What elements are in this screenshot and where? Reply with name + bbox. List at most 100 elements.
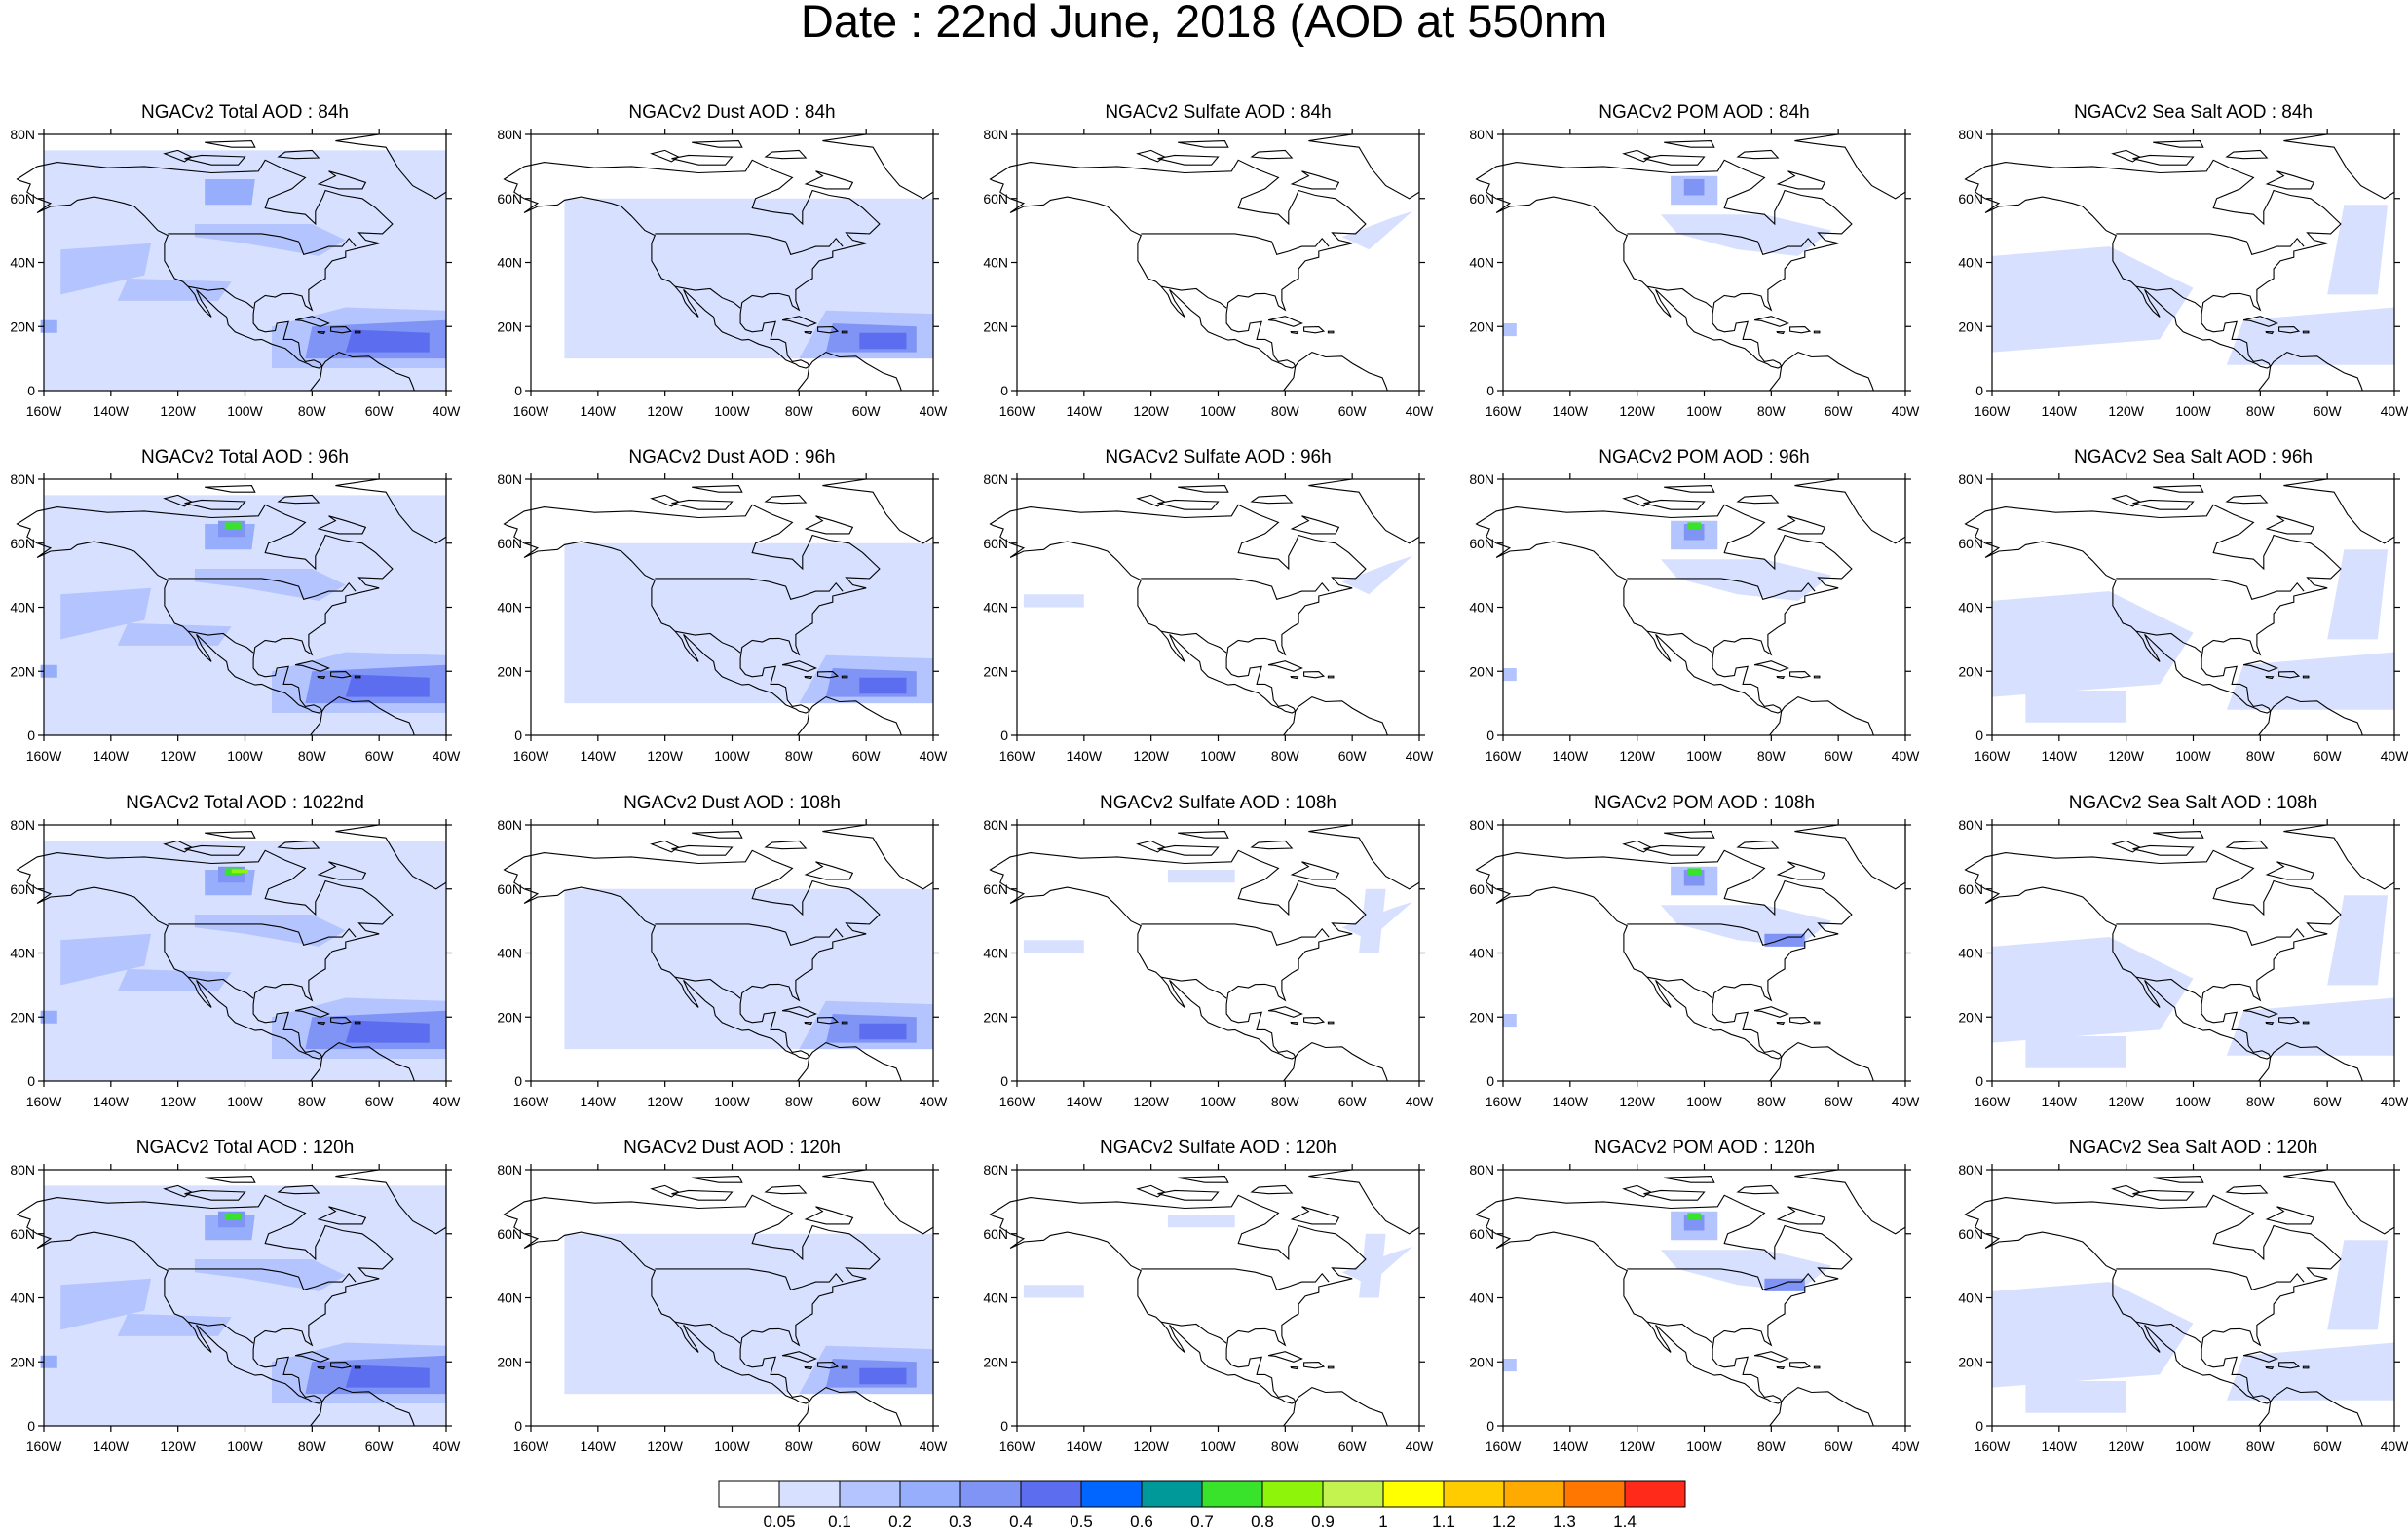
lat-tick-label: 80N (1469, 1162, 1494, 1178)
lat-tick-label: 40N (10, 1290, 35, 1306)
coastline (16, 159, 394, 369)
lat-tick-label: 0 (1486, 1073, 1494, 1089)
lat-tick-label: 80N (497, 817, 522, 833)
map-plot: 80N 60N 40N 20N 0 160W 140W 120W 100W 80W 60W 40W (1958, 817, 2408, 1109)
coastline (804, 1206, 854, 1225)
coastline (2242, 1006, 2278, 1018)
lat-tick-label: 20N (1469, 1009, 1494, 1025)
lon-tick-label: 60W (852, 1094, 882, 1109)
lat-tick-label: 80N (1469, 817, 1494, 833)
lat-tick-label: 80N (983, 1162, 1008, 1178)
panel-title: NGACv2 Sulfate AOD : 96h (1105, 447, 1332, 467)
coastline (2225, 840, 2269, 850)
coastline (2265, 1021, 2275, 1026)
coastline (804, 170, 854, 190)
lon-tick-label: 100W (2175, 1094, 2211, 1109)
coastline (2153, 831, 2204, 839)
lat-tick-label: 60N (1469, 1226, 1494, 1242)
coastline (2278, 1017, 2301, 1025)
coastline (1290, 1365, 1299, 1370)
coastline (317, 1206, 367, 1225)
map-plot: 80N 60N 40N 20N 0 160W 140W 120W 100W 80W 60W 40W (10, 471, 461, 764)
coastline (1813, 330, 1821, 334)
map-panel: NGACv2 Sea Salt AOD : 84h 80N 60N 40N 20N 0 16… (1958, 102, 2408, 419)
lon-tick-label: 160W (26, 1094, 62, 1109)
aod-contour (1660, 214, 1832, 256)
lon-tick-label: 100W (1686, 748, 1722, 764)
lat-tick-label: 20N (497, 663, 522, 679)
map-plot: 80N 60N 40N 20N 0 160W 140W 120W 100W 80W 60W 40W (497, 471, 948, 764)
coastline (2257, 695, 2364, 736)
coastline (650, 494, 680, 507)
panel-title: NGACv2 Total AOD : 96h (141, 447, 349, 467)
lon-tick-label: 60W (1825, 403, 1854, 419)
coastline (1964, 1194, 2342, 1404)
aod-contour (1683, 179, 1705, 196)
lat-tick-label: 60N (1469, 536, 1494, 551)
aod-contour (1764, 933, 1805, 947)
coastline (1178, 485, 1229, 493)
coastline (764, 840, 808, 850)
lon-tick-label: 80W (298, 1094, 327, 1109)
lon-tick-label: 160W (1486, 1094, 1522, 1109)
coastline (1327, 1021, 1335, 1025)
lat-tick-label: 80N (10, 471, 35, 487)
coastline (796, 351, 903, 392)
coastline (205, 1176, 256, 1183)
lat-tick-label: 60N (983, 881, 1008, 897)
legend-label: 0.05 (763, 1513, 795, 1531)
lat-tick-label: 60N (497, 191, 522, 206)
coastline (354, 330, 361, 334)
aod-contour (1992, 591, 2194, 697)
lon-tick-label: 100W (227, 1439, 263, 1454)
lat-tick-label: 80N (10, 1162, 35, 1178)
lon-tick-label: 40W (920, 1439, 949, 1454)
coastline (163, 494, 193, 507)
map-plot: 80N 60N 40N 20N 0 160W 140W 120W 100W 80W 60W 40W (497, 817, 948, 1109)
lon-tick-label: 160W (1486, 403, 1522, 419)
lat-tick-label: 20N (1469, 663, 1494, 679)
border-us-canada (655, 233, 844, 255)
panel-title: NGACv2 Dust AOD : 84h (628, 102, 836, 123)
coastline (1250, 494, 1294, 505)
aod-contour (40, 664, 57, 678)
coastline (1250, 840, 1294, 850)
border-us-canada (2116, 1268, 2305, 1290)
lat-tick-label: 40N (1958, 255, 1983, 271)
lat-tick-label: 0 (1975, 728, 1983, 743)
lon-tick-label: 100W (1200, 1439, 1236, 1454)
border-us-canada (2116, 923, 2305, 946)
coastline (781, 1006, 817, 1018)
lat-tick-label: 40N (497, 1290, 522, 1306)
aod-contour (859, 677, 907, 694)
coastlines (16, 1169, 447, 1427)
lon-tick-label: 100W (1686, 1094, 1722, 1109)
lon-tick-label: 40W (1892, 403, 1921, 419)
lon-tick-label: 140W (2042, 748, 2078, 764)
border-us-mexico (1646, 630, 1713, 654)
coastline (330, 1362, 353, 1369)
coastline (1643, 844, 1706, 856)
legend-color-box (1322, 1480, 1384, 1508)
coastline (1475, 849, 1853, 1060)
lon-tick-label: 80W (785, 1094, 814, 1109)
coastline (1157, 1189, 1220, 1201)
legend-label: 1.4 (1613, 1513, 1637, 1531)
coastline (317, 330, 326, 335)
aod-contour (1687, 1213, 1702, 1219)
legend-color-box (1261, 1480, 1324, 1508)
coastlines (16, 824, 447, 1082)
coastline (2302, 330, 2310, 334)
coastlines (1475, 133, 1906, 392)
aod-contour (1992, 937, 2194, 1043)
aod-contour (1341, 555, 1413, 595)
coastline (317, 861, 367, 880)
lon-tick-label: 100W (2175, 748, 2211, 764)
lat-tick-label: 0 (1975, 383, 1983, 398)
aod-contour (224, 522, 243, 529)
panel-title: NGACv2 Sea Salt AOD : 84h (2073, 102, 2313, 123)
lat-tick-label: 0 (514, 1073, 522, 1089)
legend-label: 0.6 (1130, 1513, 1153, 1531)
lon-tick-label: 60W (1338, 1439, 1368, 1454)
aod-field (1023, 1215, 1413, 1298)
